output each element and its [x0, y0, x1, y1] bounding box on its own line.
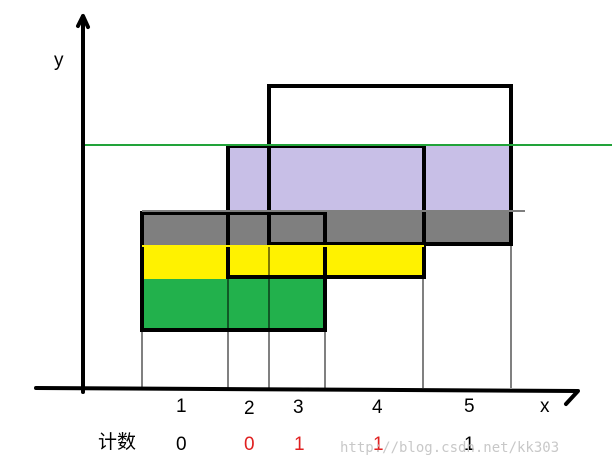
segment-label-3: 3	[293, 397, 304, 418]
green-rect-fill	[142, 279, 325, 330]
count-value-3: 1	[294, 434, 305, 455]
left-rect-outline	[140, 211, 327, 332]
segment-label-5: 5	[464, 396, 475, 417]
segment-label-1: 1	[176, 396, 187, 417]
count-value-4: 1	[373, 434, 384, 455]
count-value-1: 0	[176, 434, 187, 455]
x-axis-label: x	[540, 396, 550, 417]
segment-label-2: 2	[244, 398, 255, 419]
x-axis	[34, 386, 580, 406]
y-axis-label: y	[54, 50, 64, 71]
count-values: 0 0 1 1 1	[176, 434, 475, 455]
segment-labels: 1 2 3 4 5	[176, 396, 475, 419]
count-value-5: 1	[464, 434, 475, 455]
count-row-label: 计数	[98, 431, 136, 453]
segment-label-4: 4	[372, 397, 383, 418]
count-value-2: 0	[244, 434, 255, 455]
y-axis	[76, 14, 90, 394]
watermark-text: http://blog.csdn.net/kk303	[340, 440, 559, 456]
yellow-rect-fill	[142, 246, 424, 279]
top-rect-outline	[267, 84, 513, 246]
